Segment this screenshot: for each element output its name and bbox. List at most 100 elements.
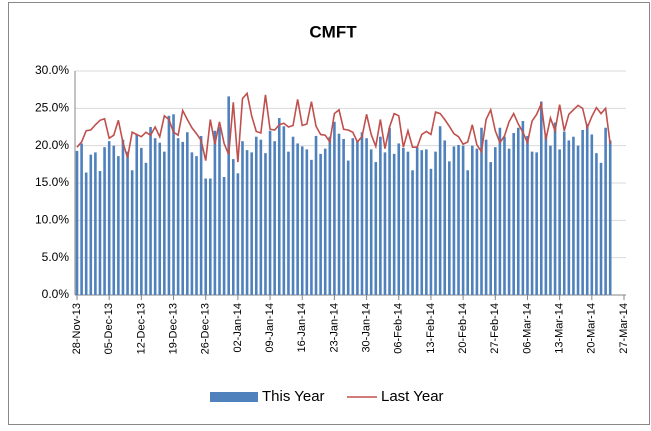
x-tick-label: 23-Jan-14 <box>328 303 340 353</box>
bar <box>310 159 313 295</box>
bar <box>144 162 148 295</box>
bar <box>75 150 79 295</box>
bar <box>544 133 548 295</box>
bar <box>259 139 263 295</box>
bar <box>241 141 244 295</box>
bar <box>222 177 226 295</box>
bar <box>153 138 157 295</box>
x-tick-label: 05-Dec-13 <box>103 303 115 354</box>
bar <box>84 172 88 295</box>
bar <box>420 150 424 295</box>
x-tick-label: 27-Feb-14 <box>489 303 501 354</box>
bar <box>402 147 405 295</box>
bar <box>140 147 143 295</box>
bar <box>204 178 208 295</box>
bar <box>604 127 607 295</box>
bar <box>498 127 502 295</box>
bar <box>337 133 341 295</box>
legend-label: This Year <box>262 388 325 405</box>
bar <box>172 114 175 295</box>
bar <box>480 127 483 295</box>
bar <box>319 153 322 295</box>
x-tick-label: 12-Dec-13 <box>135 303 147 354</box>
bar <box>521 121 525 295</box>
bar <box>374 162 378 295</box>
bar <box>379 136 382 295</box>
bar <box>576 145 580 295</box>
y-tick-label: 0.0% <box>42 287 70 301</box>
y-tick-label: 20.0% <box>35 138 69 152</box>
x-tick-label: 13-Feb-14 <box>425 303 437 354</box>
bar <box>80 143 83 295</box>
bar <box>130 170 134 295</box>
bar <box>195 156 198 295</box>
x-tick-label: 20-Mar-14 <box>586 303 598 354</box>
bar <box>475 148 479 295</box>
bar <box>287 151 290 295</box>
bar <box>121 139 125 295</box>
bar <box>572 136 575 295</box>
bar <box>581 129 584 295</box>
x-tick-label: 20-Feb-14 <box>457 303 469 354</box>
bar <box>163 151 166 295</box>
y-tick-label: 30.0% <box>35 63 69 77</box>
bar <box>231 159 235 295</box>
bar <box>415 147 419 295</box>
bar <box>406 151 410 295</box>
bar <box>209 178 212 295</box>
bar <box>268 130 272 295</box>
x-tick-label: 28-Nov-13 <box>71 303 83 354</box>
bar <box>448 161 451 295</box>
bar <box>595 153 598 295</box>
bar <box>314 135 318 295</box>
bar <box>181 141 185 295</box>
bar <box>471 145 474 295</box>
bar <box>94 152 97 295</box>
bar <box>333 121 336 295</box>
bar <box>135 134 139 295</box>
bar <box>567 140 571 295</box>
bar <box>383 152 387 295</box>
bar <box>117 156 120 295</box>
bar <box>549 145 552 295</box>
bar <box>526 135 529 295</box>
y-tick-label: 10.0% <box>35 213 69 227</box>
bar <box>199 135 203 295</box>
line <box>76 91 612 163</box>
bar <box>535 152 538 295</box>
bar <box>213 130 217 295</box>
bar <box>107 141 111 295</box>
y-tick-label: 15.0% <box>35 175 69 189</box>
bar <box>484 139 488 295</box>
bar <box>493 147 497 295</box>
x-tick-label: 27-Mar-14 <box>618 303 630 354</box>
bar <box>388 127 391 295</box>
bar <box>282 126 286 296</box>
x-tick-label: 06-Mar-14 <box>521 303 533 354</box>
bar <box>291 136 295 295</box>
bar <box>369 149 373 295</box>
bar <box>176 138 180 295</box>
x-tick-label: 06-Feb-14 <box>393 303 405 354</box>
bar <box>190 152 194 295</box>
chart-title: CMFT <box>309 22 357 41</box>
bar <box>461 145 465 295</box>
bar <box>599 162 603 295</box>
bar <box>300 146 304 295</box>
bar <box>356 140 359 295</box>
bar <box>323 148 327 295</box>
bar <box>250 152 253 295</box>
y-tick-label: 25.0% <box>35 101 69 115</box>
bar <box>489 162 492 295</box>
bar <box>351 138 355 295</box>
bar <box>429 168 433 295</box>
x-tick-label: 19-Dec-13 <box>167 303 179 354</box>
bar <box>328 136 332 295</box>
bar <box>539 101 543 295</box>
bar <box>553 122 557 296</box>
x-tick-label: 16-Jan-14 <box>296 303 308 353</box>
bar <box>236 173 240 295</box>
bar <box>466 170 470 295</box>
bar <box>608 140 612 295</box>
